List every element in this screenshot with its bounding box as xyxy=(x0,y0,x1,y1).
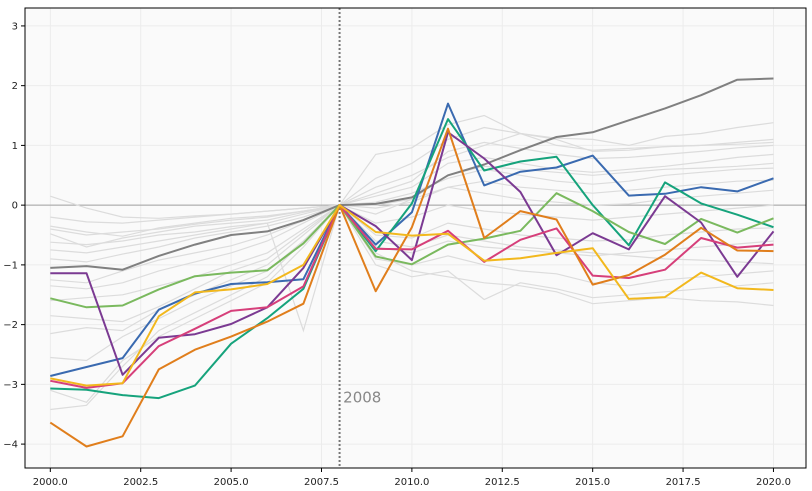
series-line-yellow xyxy=(50,204,774,387)
y-tick-label-4: 0 xyxy=(12,201,18,212)
x-tick-label-7: 2017.5 xyxy=(666,477,701,488)
plot-background xyxy=(25,8,806,468)
background-line-4 xyxy=(50,167,774,224)
x-tick-label-3: 2007.5 xyxy=(304,477,339,488)
series-line-orange xyxy=(49,127,774,448)
highlight-series xyxy=(49,77,775,448)
x-tick-label-8: 2020.0 xyxy=(756,477,791,488)
series-line-blue xyxy=(50,102,774,377)
plot-frame xyxy=(24,7,807,469)
y-tick-label-1: −3 xyxy=(3,380,18,391)
background-line-13 xyxy=(50,203,774,333)
background-line-3 xyxy=(50,153,774,284)
x-tick-label-6: 2015.0 xyxy=(575,477,610,488)
series-line-purple xyxy=(50,131,775,376)
background-line-8 xyxy=(50,204,774,323)
background-line-15 xyxy=(50,162,774,290)
background-line-11 xyxy=(50,204,774,403)
y-tick-label-0: −4 xyxy=(3,440,18,451)
annotation-2008: 2008 xyxy=(343,388,381,406)
x-tick-label-2: 2005.0 xyxy=(214,477,249,488)
background-line-2 xyxy=(50,141,774,263)
y-tick-label-3: −1 xyxy=(3,260,18,271)
series-line-green xyxy=(50,192,774,309)
background-line-1 xyxy=(50,122,774,246)
x-axis: 2000.0 2002.5 2005.0 2007.5 2010.0 2012.5 2015… xyxy=(33,468,791,488)
series-line-pink xyxy=(50,204,774,389)
x-tick-label-5: 2012.5 xyxy=(485,477,520,488)
series-line-gray xyxy=(50,77,774,271)
background-line-14 xyxy=(50,132,774,236)
series-line-teal xyxy=(50,118,774,400)
y-tick-label-7: 3 xyxy=(12,21,18,32)
y-tick-label-5: 1 xyxy=(12,141,18,152)
y-tick-label-6: 2 xyxy=(12,81,18,92)
x-tick-label-1: 2002.5 xyxy=(123,477,158,488)
x-tick-label-0: 2000.0 xyxy=(33,477,68,488)
y-tick-label-2: −2 xyxy=(3,320,18,331)
x-tick-label-4: 2010.0 xyxy=(394,477,429,488)
y-axis: −4 −3 −2 −1 0 1 2 3 xyxy=(3,21,25,451)
